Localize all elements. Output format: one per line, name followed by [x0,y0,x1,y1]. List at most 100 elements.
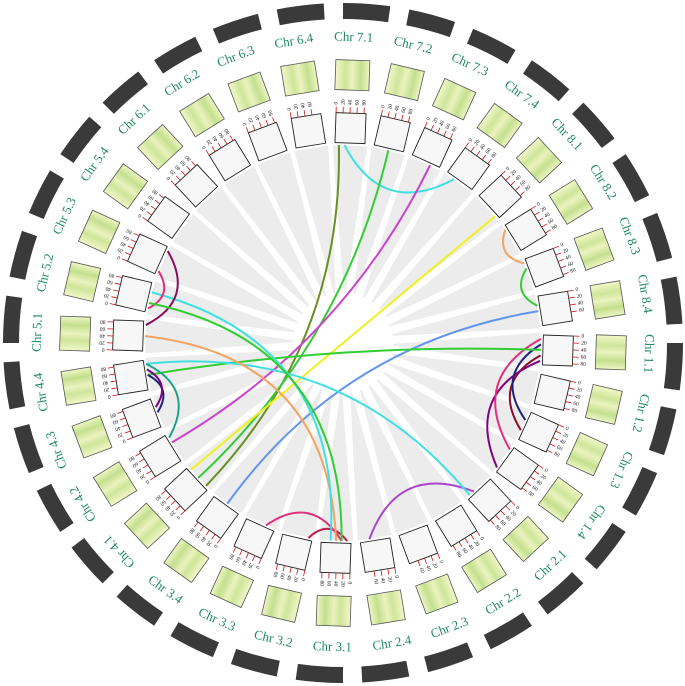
fan [368,385,462,520]
karyotype-bar [466,28,516,64]
density-box [373,115,411,153]
tick-mark [161,490,167,495]
tick-label: 60 [372,578,379,585]
fan [166,368,301,462]
tick-label: 60 [531,485,539,493]
tick-mark [170,500,176,505]
karyotype-bar [483,612,532,650]
heatmap-box [63,261,102,303]
fan [350,392,392,541]
tick-mark [495,515,500,520]
tick-label: 80 [151,187,159,195]
tick-label: 20 [509,510,517,518]
fan [376,378,491,500]
tick-mark [534,211,540,216]
tick-mark [538,464,544,470]
tick-mark [562,272,569,276]
chromosome-label: Chr 4.4 [30,371,51,412]
karyotype-bar [3,361,26,410]
density-box [112,319,145,352]
tick-mark [114,282,121,285]
tick-label: 80 [318,580,324,586]
tick-mark [449,133,454,140]
tick-label: 0 [137,212,143,219]
tick-label: 80 [527,490,535,498]
density-box [290,113,327,149]
fan [378,195,500,310]
density-box [537,290,573,327]
tick-mark [112,289,119,292]
tick-label: 40 [394,105,401,112]
tick-label: 20 [99,339,105,345]
heatmap-box [334,59,371,92]
tick-label: 40 [199,535,207,543]
link [486,360,541,468]
tick-label: 60 [355,100,361,106]
tick-mark [476,150,481,156]
karyotype-bar [537,572,584,615]
karyotype-bar [3,295,23,343]
density-box [146,195,191,239]
tick-mark [232,546,237,553]
tick-mark [170,180,176,186]
tick-label: 0 [121,437,126,444]
chromosome-label: Chr 2.3 [428,613,470,641]
tick-mark [180,510,186,516]
density-box [138,434,182,478]
fan [172,213,303,315]
tick-mark [464,142,470,148]
chromosome-label: Chr 5.3 [49,195,79,237]
tick-mark [158,194,165,199]
tick-label: 60 [573,401,580,408]
tick-mark [229,135,234,141]
heatmap-box [92,461,138,507]
tick-label: 20 [581,341,587,347]
tick-mark [521,487,528,492]
tick-mark [150,205,156,210]
tick-label: 0 [560,242,565,249]
tick-mark [464,537,469,544]
fan [145,318,294,354]
density-box [504,208,548,252]
tick-label: 20 [206,138,214,146]
karyotype-bar [276,3,325,26]
tick-label: 80 [184,154,192,162]
tick-mark [541,223,548,228]
tick-label: 60 [147,193,155,201]
tick-label: 0 [107,393,111,399]
tick-mark [121,258,128,262]
tick-label: 20 [540,206,548,214]
tick-mark [133,232,140,237]
density-box [208,138,252,182]
density-box [533,373,571,411]
density-box [398,524,439,565]
karyotype-bar [116,584,163,626]
chromosome-label: Chr 2.1 [531,546,570,584]
chromosome-label: Chr 7.1 [334,28,373,44]
tick-mark [568,387,575,390]
tick-mark [534,470,540,475]
tick-label: 20 [293,103,300,110]
tick-label: 40 [254,114,262,121]
tick-mark [111,296,118,299]
tick-mark [142,216,148,222]
tick-mark [296,568,299,575]
tick-mark [487,158,492,165]
link [147,347,541,376]
links [145,144,542,542]
tick-label: 20 [472,540,480,548]
fan [156,245,298,324]
tick-label: 0 [116,254,121,261]
density-box [495,447,540,491]
density-box [434,504,478,548]
tick-mark [394,567,397,574]
tick-mark [380,569,383,576]
tick-label: 60 [445,123,453,131]
